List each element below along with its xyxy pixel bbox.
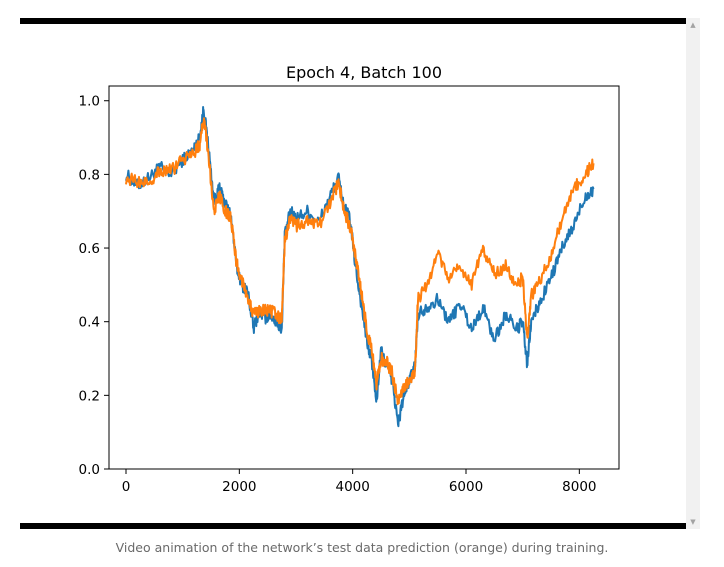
y-tick-label: 0.2: [79, 388, 100, 404]
chart-title: Epoch 4, Batch 100: [286, 63, 442, 82]
x-tick-label: 8000: [562, 479, 596, 495]
y-tick-label: 0.4: [79, 315, 100, 331]
scroll-down-arrow-icon[interactable]: ▼: [690, 518, 696, 526]
y-tick-label: 0.8: [79, 167, 100, 183]
figure-caption: Video animation of the network’s test da…: [115, 540, 609, 555]
x-tick-label: 4000: [335, 479, 369, 495]
y-tick-label: 0.0: [79, 462, 100, 478]
series-line-prediction: [125, 117, 595, 406]
frame-top-border: [20, 18, 686, 24]
plot-area-frame: [108, 85, 620, 470]
x-tick-label: 6000: [449, 479, 483, 495]
line-chart: Epoch 4, Batch 100 0 2000 4000 6000 8000 0.0 0.…: [79, 63, 620, 495]
x-tick-label: 0: [122, 479, 131, 495]
x-tick-label: 2000: [222, 479, 256, 495]
vertical-scrollbar[interactable]: ▲ ▼: [686, 18, 700, 529]
animation-frame: Epoch 4, Batch 100 0 2000 4000 6000 8000 0.0 0.…: [20, 18, 686, 529]
y-tick-label: 1.0: [79, 94, 100, 110]
frame-bottom-border: [20, 523, 686, 529]
scroll-up-arrow-icon[interactable]: ▲: [690, 21, 696, 29]
y-tick-label: 0.6: [79, 241, 100, 257]
